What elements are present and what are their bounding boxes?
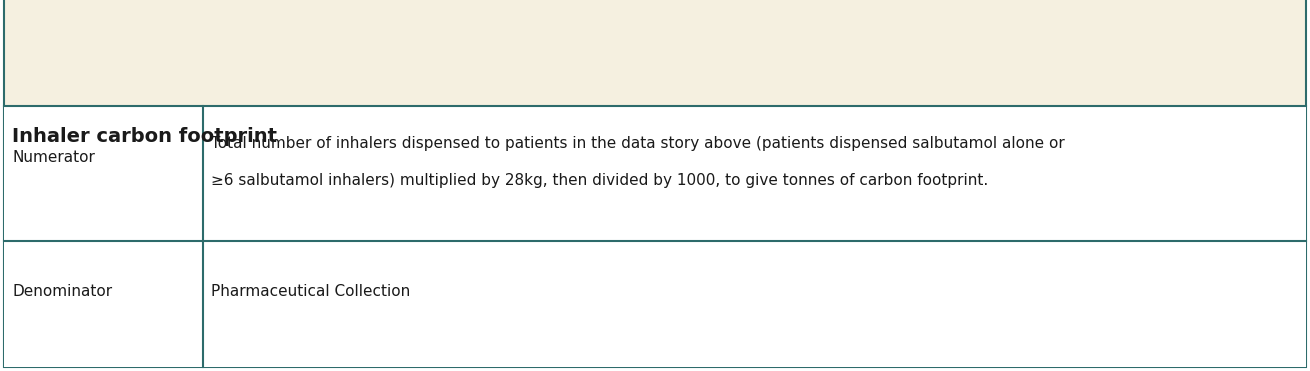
Text: Inhaler carbon footprint: Inhaler carbon footprint: [12, 127, 276, 145]
Bar: [4, 106, 1306, 367]
Text: Pharmaceutical Collection: Pharmaceutical Collection: [211, 284, 410, 299]
Text: Denominator: Denominator: [12, 284, 113, 299]
Text: Numerator: Numerator: [12, 150, 94, 165]
Text: ≥6 salbutamol inhalers) multiplied by 28kg, then divided by 1000, to give tonnes: ≥6 salbutamol inhalers) multiplied by 28…: [211, 173, 988, 188]
Text: Total number of inhalers dispensed to patients in the data story above (patients: Total number of inhalers dispensed to pa…: [211, 136, 1065, 151]
